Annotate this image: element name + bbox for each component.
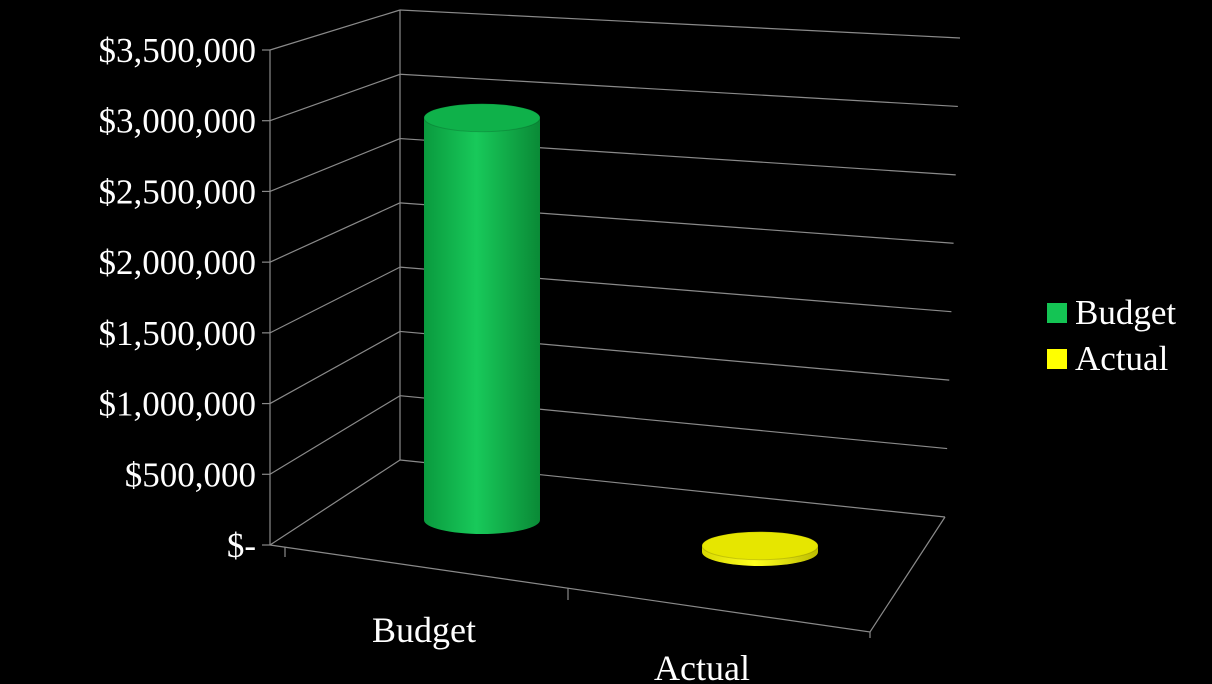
y-tick-label: $3,000,000 <box>99 102 257 141</box>
chart-walls <box>269 9 961 638</box>
legend-item-actual: Actual <box>1047 336 1176 382</box>
bars <box>423 103 819 566</box>
bar-actual <box>701 531 819 566</box>
side-gridline <box>269 202 401 263</box>
cylinder-body <box>424 117 540 534</box>
legend: Budget Actual <box>1047 290 1176 382</box>
y-tick-label: $2,000,000 <box>99 243 257 282</box>
y-tick-label: $500,000 <box>125 455 256 494</box>
y-tick-label: $2,500,000 <box>99 172 257 211</box>
side-gridline <box>269 138 401 192</box>
y-axis: $- $500,000 $1,000,000 $1,500,000 $2,000,000… <box>99 31 270 565</box>
y-tick-label: $1,000,000 <box>99 385 257 424</box>
x-category-label: Budget <box>372 610 476 650</box>
legend-item-budget: Budget <box>1047 290 1176 336</box>
x-axis: Budget Actual <box>372 610 750 684</box>
x-category-label: Actual <box>654 648 750 684</box>
side-gridline <box>269 395 401 475</box>
back-gridline <box>399 73 958 108</box>
cylinder-top <box>423 103 541 133</box>
legend-label-budget: Budget <box>1075 293 1177 332</box>
legend-swatch-actual <box>1047 349 1067 369</box>
y-tick-label: $1,500,000 <box>99 314 257 353</box>
bar-budget <box>423 103 541 534</box>
cylinder-top <box>701 531 819 561</box>
side-gridline <box>269 73 401 122</box>
side-gridline <box>269 266 401 334</box>
legend-label-actual: Actual <box>1075 339 1169 378</box>
back-gridline <box>399 9 961 39</box>
side-gridline <box>269 9 401 51</box>
y-tick-label: $3,500,000 <box>99 31 257 70</box>
legend-swatch-budget <box>1047 303 1067 323</box>
side-gridline <box>269 330 401 405</box>
side-gridline <box>269 459 401 546</box>
y-tick-label: $- <box>227 526 256 565</box>
